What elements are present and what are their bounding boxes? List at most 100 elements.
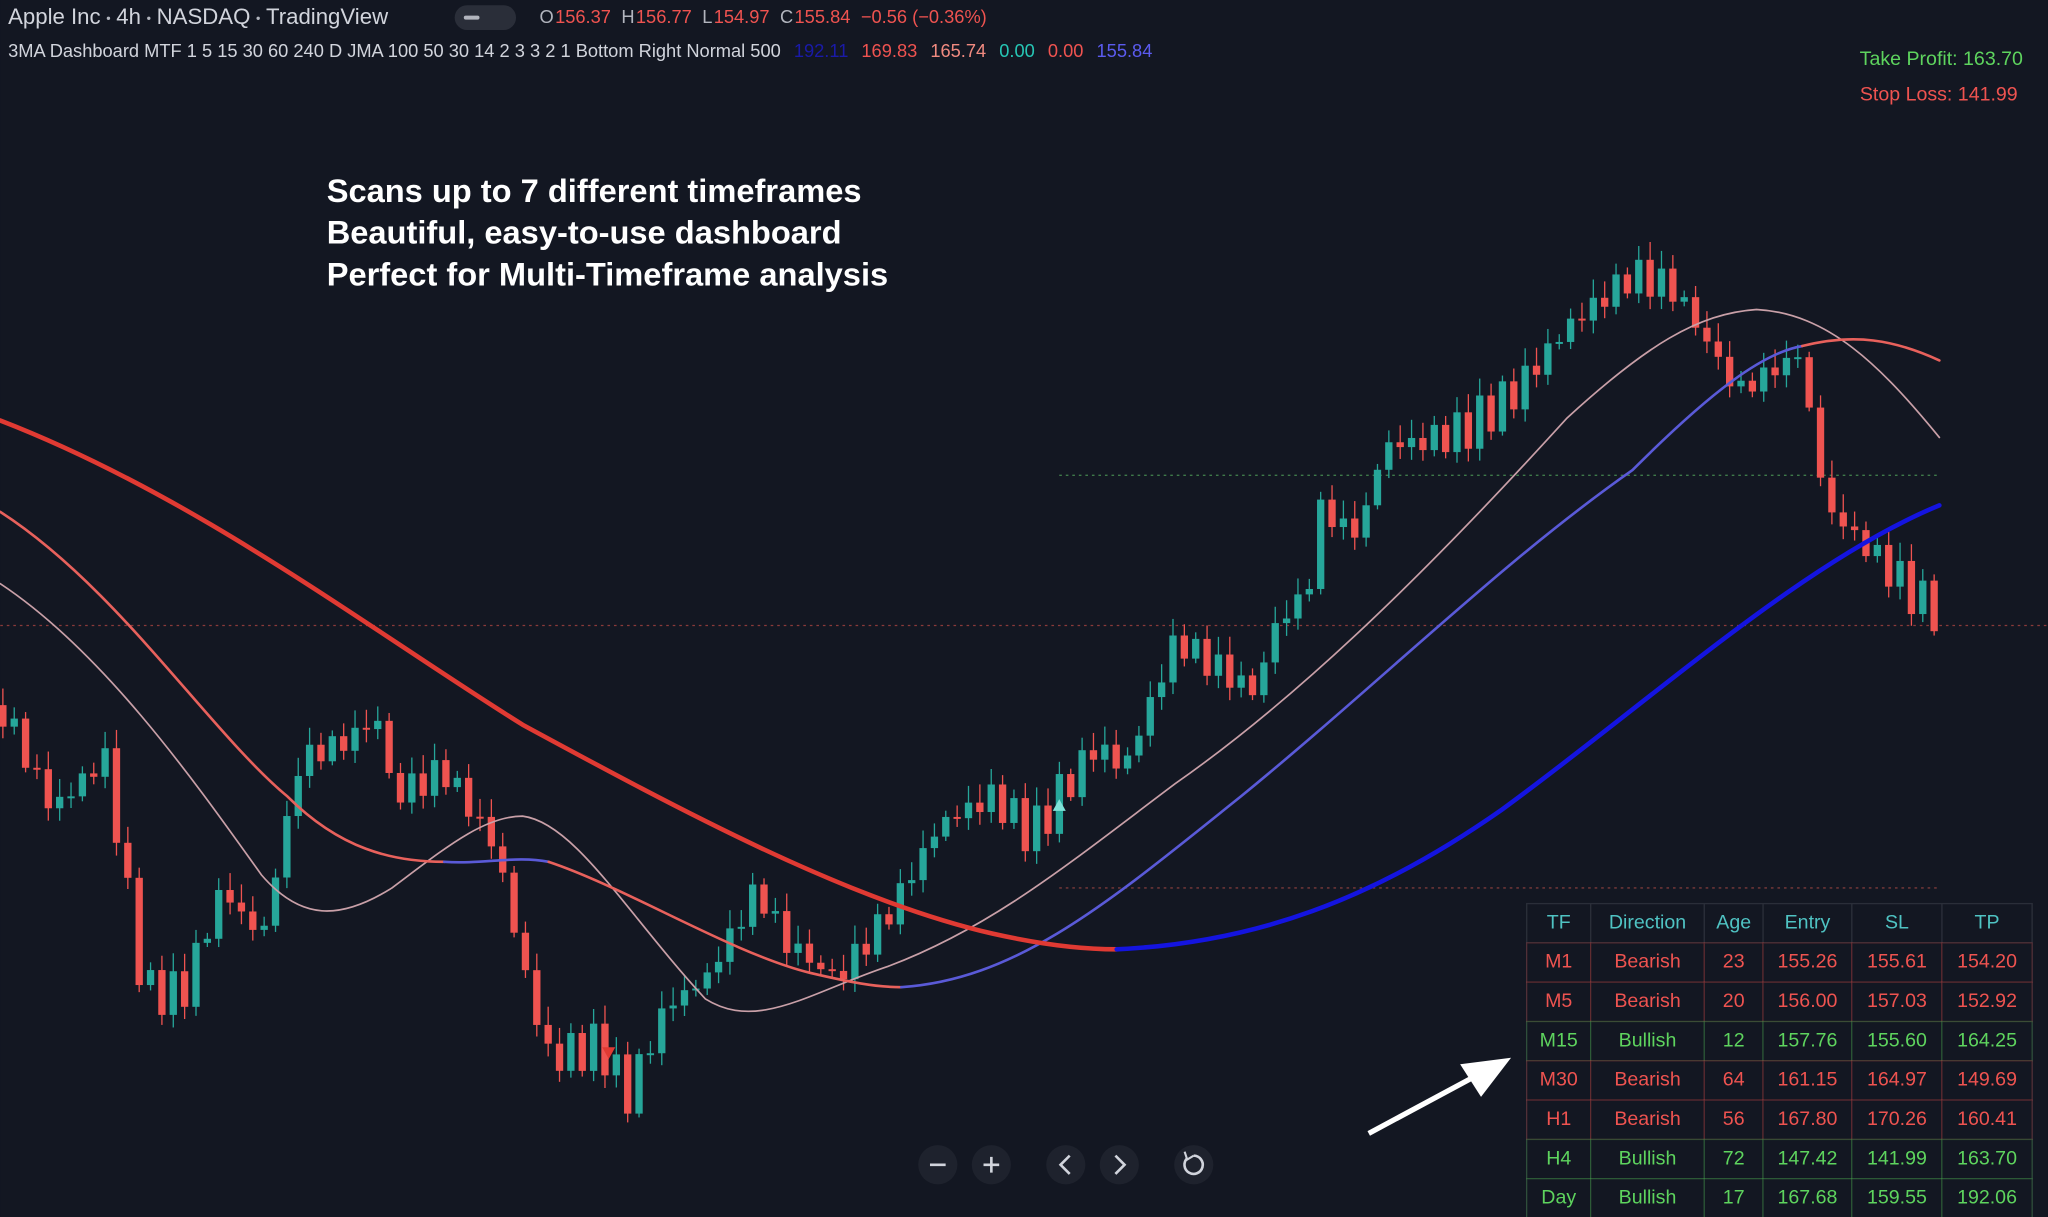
table-cell xyxy=(1851,942,1943,983)
candle-body xyxy=(805,943,814,963)
candle-body xyxy=(1430,424,1438,451)
header-cell xyxy=(1851,902,1943,944)
table-cell xyxy=(1941,1099,2033,1141)
header-text: L xyxy=(702,6,712,27)
candle-body xyxy=(1828,477,1836,513)
candle-body xyxy=(1362,505,1370,538)
candle-body xyxy=(942,816,950,837)
candle-body xyxy=(1226,654,1234,688)
header-text: 156.37 xyxy=(555,6,611,27)
scroll-left-button[interactable] xyxy=(1046,1145,1086,1185)
toggle[interactable] xyxy=(454,5,517,31)
candle-body xyxy=(1532,365,1541,375)
candle-body xyxy=(249,911,257,930)
left-icon xyxy=(1058,1154,1071,1175)
cell-text: 155.61 xyxy=(1867,951,1927,973)
candle-body xyxy=(1930,580,1938,632)
candle-body xyxy=(21,718,30,768)
candle-body xyxy=(1487,395,1495,432)
candle-body xyxy=(737,926,745,929)
header-text: C xyxy=(780,6,793,27)
candle-body xyxy=(817,962,825,970)
cell-text: 155.60 xyxy=(1867,1029,1927,1051)
scroll-right-button[interactable] xyxy=(1099,1145,1139,1185)
annotation: Scans up to 7 different timeframes xyxy=(327,172,862,209)
candle-body xyxy=(839,970,848,980)
candle-body xyxy=(10,718,18,727)
candle-body xyxy=(1498,381,1507,432)
candle-body xyxy=(1703,327,1711,342)
cell-text: 161.15 xyxy=(1778,1069,1838,1091)
candle-body xyxy=(919,848,927,881)
cell-text: 141.99 xyxy=(1867,1147,1927,1169)
dashboard-table: TF Direction Age Entry SL TP M1 Bearish 23 155.26… xyxy=(1526,902,2033,1217)
arrow-shaft xyxy=(1367,1073,1478,1136)
table-cell xyxy=(1762,1020,1853,1062)
candle-body xyxy=(1476,395,1484,449)
ma-mid xyxy=(1800,338,1941,362)
cell-text: 64 xyxy=(1723,1069,1745,1091)
candle-body xyxy=(1385,442,1393,470)
candle-body xyxy=(828,969,836,972)
candle-body xyxy=(1317,499,1325,589)
candle-body xyxy=(56,796,64,809)
table-cell xyxy=(1526,1099,1592,1141)
candle-body xyxy=(669,1005,677,1009)
header-text: TF xyxy=(1547,911,1571,933)
ma-mid xyxy=(0,510,446,864)
header-text: 155.84 xyxy=(1097,40,1153,61)
candle-body xyxy=(1782,357,1791,376)
table-cell xyxy=(1851,1060,1943,1101)
candle-body xyxy=(533,970,541,1025)
table-cell xyxy=(1941,1178,2033,1217)
candle-body xyxy=(1680,297,1688,302)
candle-body xyxy=(1260,662,1268,696)
candle-body xyxy=(1816,407,1825,478)
candle-body xyxy=(1203,638,1211,676)
candle-body xyxy=(1589,297,1597,321)
header-text: −0.56 (−0.36%) xyxy=(861,6,987,27)
buy-signal xyxy=(1052,799,1066,811)
cell-text: 17 xyxy=(1723,1187,1745,1209)
cell-text: 160.41 xyxy=(1957,1108,2017,1130)
reset-icon xyxy=(1183,1151,1195,1162)
table-cell xyxy=(1590,1060,1705,1101)
reset-icon xyxy=(1183,1154,1205,1176)
header-text: 169.83 xyxy=(861,40,917,61)
cell-text: M1 xyxy=(1545,951,1572,973)
candle-body xyxy=(1657,268,1666,297)
table-cell xyxy=(1851,1178,1943,1217)
candle-body xyxy=(328,736,336,762)
table-cell xyxy=(1590,1020,1705,1062)
header-text: Apple Inc xyxy=(8,4,101,29)
ma-slow xyxy=(1114,503,1942,952)
header-cell xyxy=(1703,902,1764,944)
candle-body xyxy=(294,775,302,817)
candle-body xyxy=(1339,518,1348,528)
header-text: 3MA Dashboard MTF 1 5 15 30 60 240 D JMA… xyxy=(8,40,781,61)
candle-body xyxy=(578,1033,586,1071)
candle-body xyxy=(760,884,768,914)
candle-body xyxy=(1578,318,1586,321)
table-cell xyxy=(1851,1138,1943,1180)
header-text: TradingView xyxy=(266,4,389,29)
cell-text: M15 xyxy=(1540,1029,1578,1051)
candle-body xyxy=(1294,594,1302,619)
candle-body xyxy=(430,760,439,796)
table-cell xyxy=(1851,1020,1943,1062)
candle-body xyxy=(90,773,98,777)
candle-body xyxy=(1907,560,1916,615)
table-cell xyxy=(1941,1020,2033,1062)
reset-button[interactable] xyxy=(1174,1145,1214,1185)
cell-text: 23 xyxy=(1723,951,1745,973)
candle-body xyxy=(1419,437,1427,451)
table-cell xyxy=(1941,1138,2033,1180)
cell-text: 155.26 xyxy=(1778,951,1838,973)
candle-body xyxy=(896,883,904,925)
candle-body xyxy=(78,773,87,797)
candle-body xyxy=(1510,381,1518,410)
cell-text: Bearish xyxy=(1614,990,1680,1012)
table-cell xyxy=(1703,1020,1764,1062)
